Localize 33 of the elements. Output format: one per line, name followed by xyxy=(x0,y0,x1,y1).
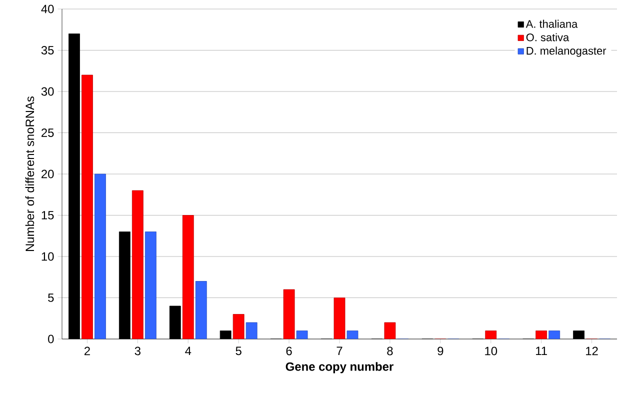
legend-label: O. sativa xyxy=(526,33,570,42)
y-tick-label: 20 xyxy=(42,170,54,178)
bar xyxy=(195,281,207,339)
y-tick-label: 5 xyxy=(48,294,54,302)
y-axis-title: Number of different snoRNAs xyxy=(25,96,34,251)
bar xyxy=(132,190,144,339)
y-tick-label: 25 xyxy=(42,128,54,137)
bar xyxy=(144,232,156,339)
bar xyxy=(182,215,194,339)
bar xyxy=(246,322,258,339)
y-tick-label: 0 xyxy=(48,334,54,344)
y-tick-label: 40 xyxy=(41,4,54,14)
legend-label: A. thaliana xyxy=(526,20,578,28)
x-axis-title: Gene copy number xyxy=(286,362,394,374)
legend-label: D. melanogaster xyxy=(526,46,606,57)
y-tick-label: 10 xyxy=(42,252,54,261)
x-tick-label: 8 xyxy=(387,346,393,356)
x-tick-label: 10 xyxy=(485,346,498,356)
bar xyxy=(232,314,244,339)
x-tick-label: 7 xyxy=(336,346,342,355)
x-tick-label: 12 xyxy=(586,346,598,356)
y-tick-label: 15 xyxy=(42,211,54,220)
x-tick-label: 5 xyxy=(236,346,242,356)
bar xyxy=(82,74,93,339)
x-tick-label: 11 xyxy=(536,346,547,355)
bar xyxy=(94,174,106,339)
y-tick-label: 30 xyxy=(41,87,54,96)
x-tick-label: 4 xyxy=(185,346,192,355)
x-tick-label: 9 xyxy=(438,346,444,356)
x-tick-label: 3 xyxy=(134,346,140,356)
y-tick-label: 35 xyxy=(41,46,54,54)
x-tick-label: 6 xyxy=(286,346,292,356)
x-tick-label: 2 xyxy=(84,346,90,356)
